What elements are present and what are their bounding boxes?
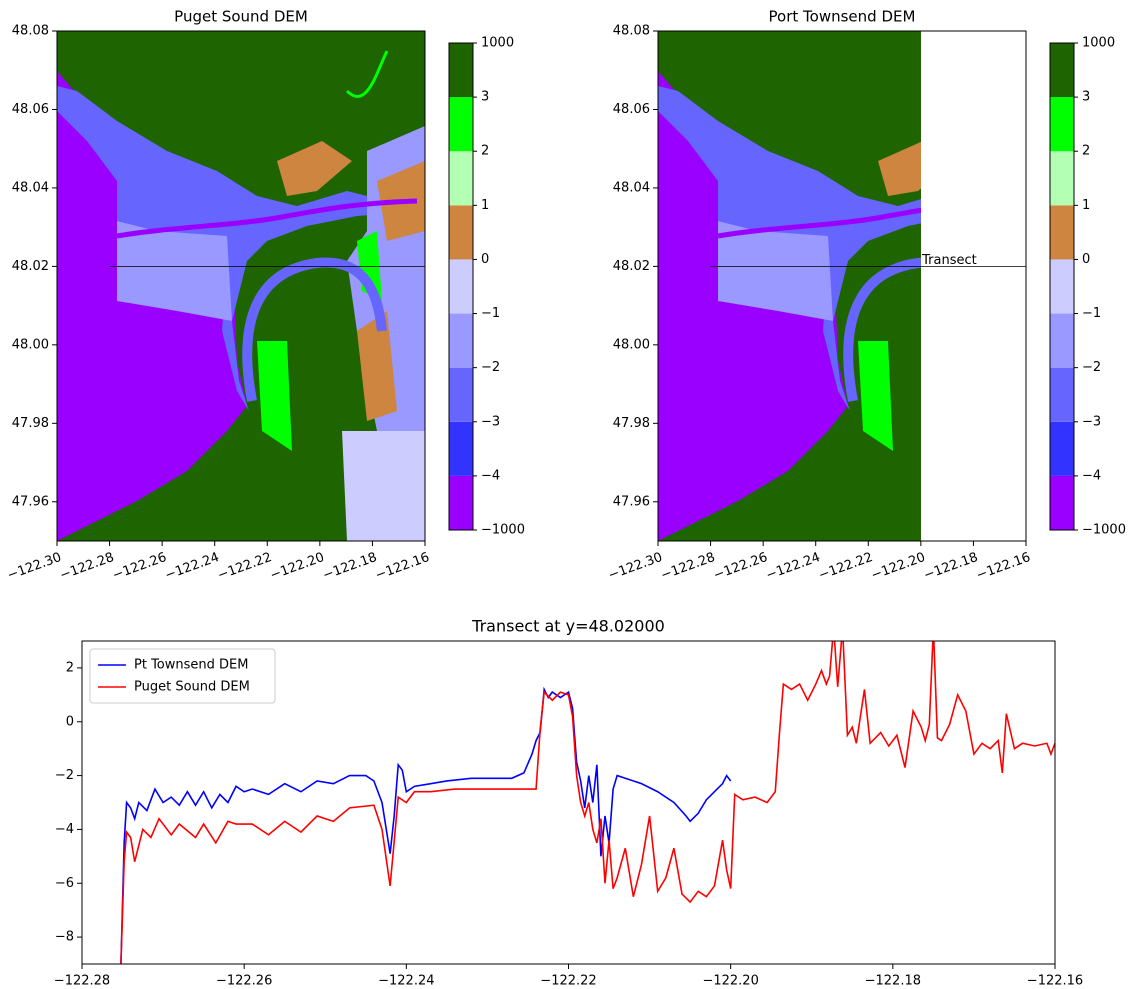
- x-tick-label: −122.26: [216, 974, 272, 989]
- colorbar-frame: [448, 42, 474, 531]
- x-tick-label: −122.26: [712, 550, 770, 583]
- y-tick-label: 48.00: [12, 337, 49, 352]
- colorbar-tick-label: −4: [1082, 468, 1101, 483]
- chart-title: Port Townsend DEM: [769, 8, 916, 26]
- colorbar-segment: [449, 475, 473, 530]
- series-line: [120, 686, 732, 964]
- colorbar-segment: [1050, 259, 1074, 314]
- colorbar-segment: [1050, 475, 1074, 530]
- colorbar-segment: [449, 259, 473, 314]
- x-tick-label: −122.22: [540, 974, 596, 989]
- x-tick-label: −122.24: [764, 550, 822, 583]
- x-tick-label: −122.18: [865, 974, 921, 989]
- colorbar-tick-label: 3: [481, 90, 489, 105]
- y-tick-label: 48.00: [613, 337, 650, 352]
- y-tick-label: 48.04: [613, 180, 650, 195]
- y-tick-label: −6: [55, 876, 74, 891]
- y-tick-label: 2: [66, 660, 74, 675]
- x-tick-label: −122.16: [974, 550, 1032, 583]
- colorbar-tick-label: −2: [481, 360, 500, 375]
- axes-frame: [56, 30, 426, 542]
- y-tick-label: 47.98: [613, 416, 650, 431]
- colorbar-tick-label: 2: [481, 144, 489, 159]
- colorbar-segment: [1050, 367, 1074, 422]
- x-tick-label: −122.22: [216, 550, 274, 583]
- y-tick-label: −8: [55, 930, 74, 945]
- chart-title: Puget Sound DEM: [174, 8, 308, 26]
- x-tick-label: −122.26: [111, 550, 169, 583]
- colorbar-segment: [449, 421, 473, 476]
- colorbar-tick-label: −1000: [1082, 523, 1126, 538]
- colorbar-segment: [1050, 97, 1074, 152]
- x-tick-label: −122.28: [54, 974, 110, 989]
- colorbar-tick-label: −4: [481, 468, 500, 483]
- colorbar-tick-label: −1: [1082, 306, 1101, 321]
- colorbar-tick-label: 2: [1082, 144, 1090, 159]
- colorbar-segment: [1050, 43, 1074, 98]
- colorbar-segment: [1050, 205, 1074, 260]
- colorbar-tick-label: 3: [1082, 90, 1090, 105]
- x-tick-label: −122.30: [5, 550, 63, 583]
- legend-label: Puget Sound DEM: [134, 680, 250, 695]
- colorbar-tick-label: 1: [1082, 198, 1090, 213]
- colorbar-segment: [1050, 421, 1074, 476]
- x-tick-label: −122.20: [869, 550, 927, 583]
- x-tick-label: −122.30: [606, 550, 664, 583]
- x-tick-label: −122.16: [1027, 974, 1083, 989]
- x-tick-label: −122.16: [373, 550, 431, 583]
- y-tick-label: 48.02: [613, 259, 650, 274]
- colorbar-tick-label: −2: [1082, 360, 1101, 375]
- x-tick-label: −122.20: [268, 550, 326, 583]
- colorbar-segment: [449, 151, 473, 206]
- y-tick-label: 48.08: [613, 24, 650, 39]
- map-image: [57, 31, 425, 541]
- colorbar-segment: [449, 97, 473, 152]
- legend-box: [89, 648, 276, 704]
- x-tick-label: −122.18: [922, 550, 980, 583]
- y-tick-label: 48.06: [12, 102, 49, 117]
- legend-label: Pt Townsend DEM: [134, 658, 248, 673]
- colorbar-tick-label: 1000: [1082, 36, 1115, 51]
- colorbar-tick-label: 0: [481, 252, 489, 267]
- colorbar-tick-label: 1000: [481, 36, 514, 51]
- chart-title: Transect at y=48.02000: [471, 617, 665, 636]
- series-line: [120, 641, 1055, 964]
- colorbar-tick-label: −3: [481, 414, 500, 429]
- x-tick-label: −122.24: [163, 550, 221, 583]
- colorbar-tick-label: 1: [481, 198, 489, 213]
- colorbar-tick-label: −1000: [481, 523, 525, 538]
- colorbar-segment: [449, 367, 473, 422]
- x-tick-label: −122.28: [58, 550, 116, 583]
- colorbar-segment: [449, 205, 473, 260]
- colorbar-tick-label: −1: [481, 306, 500, 321]
- y-tick-label: 47.96: [12, 494, 49, 509]
- colorbar-frame: [1049, 42, 1075, 531]
- y-tick-label: −2: [55, 768, 74, 783]
- y-tick-label: 48.02: [12, 259, 49, 274]
- y-tick-label: 48.08: [12, 24, 49, 39]
- y-tick-label: 47.98: [12, 416, 49, 431]
- y-tick-label: 48.04: [12, 180, 49, 195]
- axes-frame: [657, 30, 1027, 542]
- colorbar-segment: [1050, 151, 1074, 206]
- y-tick-label: 47.96: [613, 494, 650, 509]
- x-tick-label: −122.22: [817, 550, 875, 583]
- colorbar-segment: [1050, 313, 1074, 368]
- y-tick-label: 48.06: [613, 102, 650, 117]
- colorbar-segment: [449, 313, 473, 368]
- x-tick-label: −122.24: [378, 974, 434, 989]
- x-tick-label: −122.28: [659, 550, 717, 583]
- colorbar-tick-label: 0: [1082, 252, 1090, 267]
- colorbar-tick-label: −3: [1082, 414, 1101, 429]
- colorbar-segment: [449, 43, 473, 98]
- no-data-area: [921, 31, 1026, 541]
- x-tick-label: −122.20: [702, 974, 758, 989]
- y-tick-label: −4: [55, 822, 74, 837]
- y-tick-label: 0: [66, 714, 74, 729]
- annotation: Transect: [921, 253, 977, 268]
- x-tick-label: −122.18: [321, 550, 379, 583]
